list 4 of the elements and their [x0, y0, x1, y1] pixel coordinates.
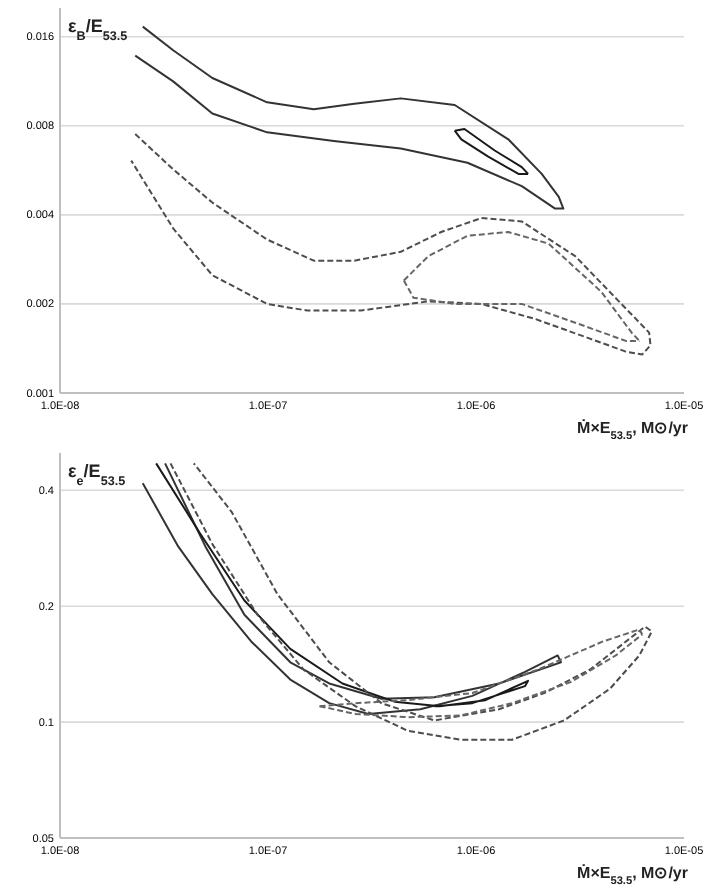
y-axis-title: ε$_{e}$/E$_{53.5}$: [68, 461, 127, 488]
y-axis-title: ε$_{B}$/E$_{53.5}$: [68, 16, 129, 43]
x-axis-title: Ṁ×E$_{53.5}$, M⊙/yr: [577, 864, 688, 888]
x-axis-title: Ṁ×E$_{53.5}$, M⊙/yr: [577, 419, 688, 443]
